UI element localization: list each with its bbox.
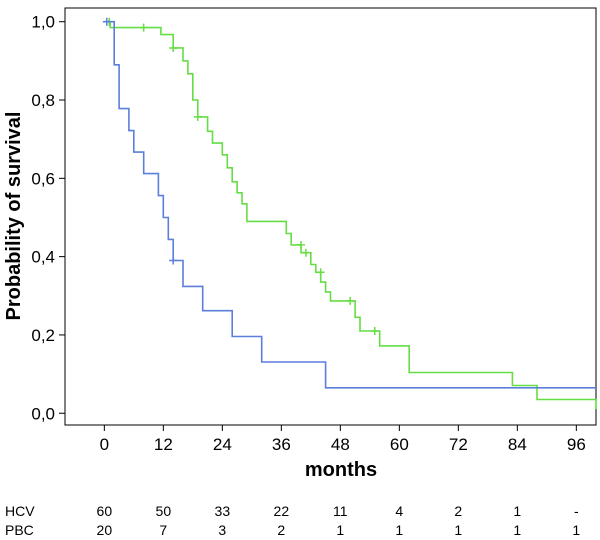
censor-mark [102, 17, 111, 26]
at-risk-table: HCV 60 50 33 22 11 4 2 1 -PBC 20 7 3 2 1 1 1 1 1 [5, 503, 580, 538]
censor-mark [139, 23, 148, 32]
risk-value: 11 [333, 503, 348, 519]
series-layer [102, 17, 597, 410]
x-tick-label: 96 [567, 435, 586, 454]
risk-row-label: HCV [5, 503, 35, 519]
risk-value: 1 [395, 522, 403, 538]
risk-value: 1 [336, 522, 344, 538]
x-tick-label: 84 [508, 435, 527, 454]
y-tick-label: 0,2 [31, 326, 55, 345]
risk-value: 1 [454, 522, 462, 538]
censor-mark [370, 327, 379, 336]
risk-value: 22 [274, 503, 290, 519]
risk-value: 60 [97, 503, 113, 519]
risk-row-label: PBC [5, 522, 34, 538]
risk-value: 1 [513, 503, 521, 519]
survival-curve-hcv [104, 20, 597, 410]
survival-curve-pbc [104, 20, 596, 389]
risk-value: 2 [277, 522, 285, 538]
risk-value: 1 [513, 522, 521, 538]
risk-value: 4 [395, 503, 403, 519]
y-tick-label: 0,4 [31, 248, 55, 267]
x-tick-label: 36 [272, 435, 291, 454]
y-axis: 0,0 0,2 0,4 0,6 0,8 1,0 [31, 13, 65, 423]
censor-mark [297, 240, 305, 249]
x-tick-label: 48 [331, 435, 350, 454]
risk-value: 50 [156, 503, 172, 519]
censor-mark [169, 43, 178, 52]
x-tick-label: 0 [100, 435, 109, 454]
censor-mark [316, 268, 325, 277]
risk-value: 1 [572, 522, 580, 538]
risk-value: 3 [218, 522, 226, 538]
censor-mark [193, 112, 202, 121]
censor-mark [169, 256, 178, 265]
y-tick-label: 1,0 [31, 13, 55, 32]
risk-value: 20 [97, 522, 113, 538]
risk-value: - [574, 503, 579, 519]
censor-mark [346, 296, 355, 305]
censor-mark [301, 248, 310, 257]
x-axis: 0 12 24 36 48 60 72 84 96 [100, 425, 586, 454]
x-axis-title: months [305, 459, 377, 481]
x-tick-label: 12 [154, 435, 173, 454]
x-tick-label: 24 [213, 435, 232, 454]
risk-value: 33 [215, 503, 231, 519]
x-tick-label: 60 [390, 435, 409, 454]
x-tick-label: 72 [449, 435, 468, 454]
y-tick-label: 0,0 [31, 404, 55, 423]
risk-value: 2 [454, 503, 462, 519]
plot-frame [64, 7, 597, 426]
risk-value: 7 [159, 522, 167, 538]
y-axis-title: Probability of survival [3, 112, 25, 321]
y-tick-label: 0,8 [31, 91, 55, 110]
y-tick-label: 0,6 [31, 169, 55, 188]
